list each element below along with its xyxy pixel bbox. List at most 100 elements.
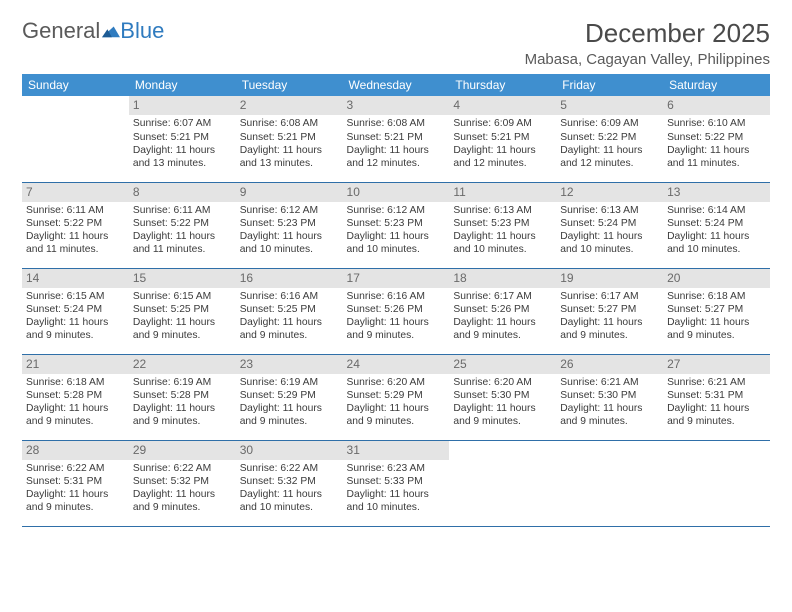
- daylight-text: Daylight: 11 hours and 10 minutes.: [240, 230, 339, 256]
- calendar-table: Sunday Monday Tuesday Wednesday Thursday…: [22, 74, 770, 527]
- daylight-text: Daylight: 11 hours and 9 minutes.: [560, 402, 659, 428]
- sunrise-text: Sunrise: 6:15 AM: [26, 290, 125, 303]
- sunrise-text: Sunrise: 6:07 AM: [133, 117, 232, 130]
- sunset-text: Sunset: 5:30 PM: [560, 389, 659, 402]
- calendar-cell: 8Sunrise: 6:11 AMSunset: 5:22 PMDaylight…: [129, 182, 236, 268]
- daylight-text: Daylight: 11 hours and 13 minutes.: [133, 144, 232, 170]
- daylight-text: Daylight: 11 hours and 9 minutes.: [133, 316, 232, 342]
- calendar-cell: 20Sunrise: 6:18 AMSunset: 5:27 PMDayligh…: [663, 268, 770, 354]
- daylight-text: Daylight: 11 hours and 12 minutes.: [347, 144, 446, 170]
- calendar-cell: 30Sunrise: 6:22 AMSunset: 5:32 PMDayligh…: [236, 440, 343, 526]
- sunrise-text: Sunrise: 6:22 AM: [133, 462, 232, 475]
- calendar-cell: 11Sunrise: 6:13 AMSunset: 5:23 PMDayligh…: [449, 182, 556, 268]
- sunset-text: Sunset: 5:24 PM: [560, 217, 659, 230]
- calendar-cell: [556, 440, 663, 526]
- daylight-text: Daylight: 11 hours and 11 minutes.: [667, 144, 766, 170]
- calendar-week: 7Sunrise: 6:11 AMSunset: 5:22 PMDaylight…: [22, 182, 770, 268]
- day-number: 13: [663, 183, 770, 202]
- daylight-text: Daylight: 11 hours and 9 minutes.: [347, 316, 446, 342]
- sunrise-text: Sunrise: 6:18 AM: [26, 376, 125, 389]
- day-number: 7: [22, 183, 129, 202]
- calendar-body: 1Sunrise: 6:07 AMSunset: 5:21 PMDaylight…: [22, 96, 770, 526]
- calendar-cell: 27Sunrise: 6:21 AMSunset: 5:31 PMDayligh…: [663, 354, 770, 440]
- day-number: 22: [129, 355, 236, 374]
- sunrise-text: Sunrise: 6:22 AM: [26, 462, 125, 475]
- calendar-cell: 4Sunrise: 6:09 AMSunset: 5:21 PMDaylight…: [449, 96, 556, 182]
- calendar-cell: [22, 96, 129, 182]
- sunset-text: Sunset: 5:22 PM: [560, 131, 659, 144]
- sunrise-text: Sunrise: 6:08 AM: [240, 117, 339, 130]
- sunset-text: Sunset: 5:26 PM: [347, 303, 446, 316]
- sunset-text: Sunset: 5:32 PM: [133, 475, 232, 488]
- calendar-cell: 19Sunrise: 6:17 AMSunset: 5:27 PMDayligh…: [556, 268, 663, 354]
- daylight-text: Daylight: 11 hours and 9 minutes.: [26, 316, 125, 342]
- calendar-cell: 29 Sunrise: 6:22 AMSunset: 5:32 PMDayligh…: [129, 440, 236, 526]
- calendar-cell: 13Sunrise: 6:14 AMSunset: 5:24 PMDayligh…: [663, 182, 770, 268]
- sunset-text: Sunset: 5:21 PM: [347, 131, 446, 144]
- header: General Blue December 2025 Mabasa, Cagay…: [22, 18, 770, 68]
- calendar-cell: [663, 440, 770, 526]
- weekday-header: Thursday: [449, 74, 556, 96]
- month-title: December 2025: [525, 18, 770, 49]
- sunrise-text: Sunrise: 6:11 AM: [133, 204, 232, 217]
- sunrise-text: Sunrise: 6:10 AM: [667, 117, 766, 130]
- day-number: 21: [22, 355, 129, 374]
- weekday-header: Wednesday: [343, 74, 450, 96]
- sunset-text: Sunset: 5:30 PM: [453, 389, 552, 402]
- sunrise-text: Sunrise: 6:20 AM: [347, 376, 446, 389]
- day-number: 30: [236, 441, 343, 460]
- daylight-text: Daylight: 11 hours and 10 minutes.: [240, 488, 339, 514]
- sunset-text: Sunset: 5:22 PM: [667, 131, 766, 144]
- title-block: December 2025 Mabasa, Cagayan Valley, Ph…: [525, 18, 770, 68]
- sunrise-text: Sunrise: 6:20 AM: [453, 376, 552, 389]
- day-number: 1: [129, 96, 236, 115]
- weekday-header: Friday: [556, 74, 663, 96]
- calendar-cell: 17Sunrise: 6:16 AMSunset: 5:26 PMDayligh…: [343, 268, 450, 354]
- sunset-text: Sunset: 5:33 PM: [347, 475, 446, 488]
- calendar-week: 1Sunrise: 6:07 AMSunset: 5:21 PMDaylight…: [22, 96, 770, 182]
- day-number: 26: [556, 355, 663, 374]
- brand-part1: General: [22, 18, 100, 44]
- calendar-cell: [449, 440, 556, 526]
- calendar-cell: 10Sunrise: 6:12 AMSunset: 5:23 PMDayligh…: [343, 182, 450, 268]
- day-number: 9: [236, 183, 343, 202]
- day-number: 5: [556, 96, 663, 115]
- day-number: 28: [22, 441, 129, 460]
- sunset-text: Sunset: 5:29 PM: [347, 389, 446, 402]
- calendar-cell: 2Sunrise: 6:08 AMSunset: 5:21 PMDaylight…: [236, 96, 343, 182]
- calendar-cell: 15Sunrise: 6:15 AMSunset: 5:25 PMDayligh…: [129, 268, 236, 354]
- daylight-text: Daylight: 11 hours and 9 minutes.: [560, 316, 659, 342]
- calendar-cell: 23Sunrise: 6:19 AMSunset: 5:29 PMDayligh…: [236, 354, 343, 440]
- logo-mark-icon: [102, 24, 120, 38]
- calendar-head: Sunday Monday Tuesday Wednesday Thursday…: [22, 74, 770, 96]
- day-number: 17: [343, 269, 450, 288]
- calendar-week: 28Sunrise: 6:22 AMSunset: 5:31 PMDayligh…: [22, 440, 770, 526]
- calendar-cell: 12Sunrise: 6:13 AMSunset: 5:24 PMDayligh…: [556, 182, 663, 268]
- day-number: 8: [129, 183, 236, 202]
- daylight-text: Daylight: 11 hours and 9 minutes.: [133, 488, 232, 514]
- sunset-text: Sunset: 5:27 PM: [667, 303, 766, 316]
- sunrise-text: Sunrise: 6:11 AM: [26, 204, 125, 217]
- day-number: 29: [129, 441, 236, 460]
- sunrise-text: Sunrise: 6:08 AM: [347, 117, 446, 130]
- calendar-cell: 9Sunrise: 6:12 AMSunset: 5:23 PMDaylight…: [236, 182, 343, 268]
- day-number: 20: [663, 269, 770, 288]
- sunrise-text: Sunrise: 6:23 AM: [347, 462, 446, 475]
- daylight-text: Daylight: 11 hours and 9 minutes.: [26, 488, 125, 514]
- daylight-text: Daylight: 11 hours and 12 minutes.: [560, 144, 659, 170]
- daylight-text: Daylight: 11 hours and 9 minutes.: [453, 402, 552, 428]
- day-number: 14: [22, 269, 129, 288]
- daylight-text: Daylight: 11 hours and 10 minutes.: [347, 230, 446, 256]
- sunset-text: Sunset: 5:28 PM: [133, 389, 232, 402]
- day-number: 3: [343, 96, 450, 115]
- daylight-text: Daylight: 11 hours and 9 minutes.: [667, 402, 766, 428]
- daylight-text: Daylight: 11 hours and 9 minutes.: [240, 402, 339, 428]
- sunset-text: Sunset: 5:24 PM: [26, 303, 125, 316]
- calendar-cell: 1Sunrise: 6:07 AMSunset: 5:21 PMDaylight…: [129, 96, 236, 182]
- weekday-header: Saturday: [663, 74, 770, 96]
- sunset-text: Sunset: 5:24 PM: [667, 217, 766, 230]
- calendar-cell: 6Sunrise: 6:10 AMSunset: 5:22 PMDaylight…: [663, 96, 770, 182]
- sunset-text: Sunset: 5:32 PM: [240, 475, 339, 488]
- daylight-text: Daylight: 11 hours and 9 minutes.: [347, 402, 446, 428]
- daylight-text: Daylight: 11 hours and 9 minutes.: [26, 402, 125, 428]
